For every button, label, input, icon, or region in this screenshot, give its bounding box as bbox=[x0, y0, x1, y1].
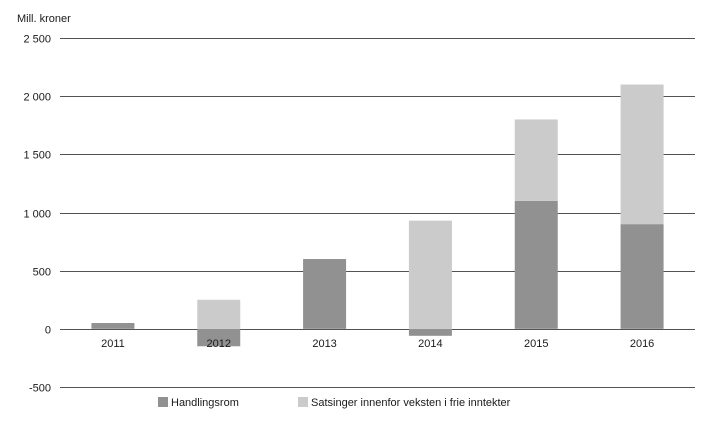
legend-label-handlingsrom: Handlingsrom bbox=[171, 397, 239, 409]
legend-label-satsinger: Satsinger innenfor veksten i frie inntek… bbox=[311, 397, 511, 409]
y-tick-label: -500 bbox=[29, 383, 51, 395]
y-tick-label: 0 bbox=[45, 325, 51, 337]
x-tick-label: 2013 bbox=[312, 338, 336, 350]
x-tick-label: 2012 bbox=[207, 338, 231, 350]
y-axis-label: Mill. kroner bbox=[17, 13, 71, 25]
gridlines bbox=[60, 38, 695, 388]
bar-satsinger-2012 bbox=[197, 299, 241, 329]
bar-handlingsrom-2014 bbox=[408, 328, 452, 336]
x-tick-label: 2016 bbox=[630, 338, 654, 350]
legend-swatch-satsinger bbox=[298, 397, 308, 407]
bar-handlingsrom-2013 bbox=[303, 259, 347, 329]
y-tick-label: 1 500 bbox=[23, 150, 51, 162]
y-tick-label: 2 000 bbox=[23, 92, 51, 104]
x-tick-labels: 2011 2012 2013 2014 2015 2016 bbox=[101, 338, 654, 350]
bar-handlingsrom-2012 bbox=[197, 328, 241, 347]
bar-satsinger-2016 bbox=[620, 84, 664, 225]
bars bbox=[91, 84, 664, 347]
y-tick-label: 500 bbox=[33, 267, 51, 279]
y-tick-label: 1 000 bbox=[23, 209, 51, 221]
x-tick-label: 2014 bbox=[418, 338, 442, 350]
legend: Handlingsrom Satsinger innenfor veksten … bbox=[158, 397, 511, 409]
x-tick-label: 2011 bbox=[101, 338, 125, 350]
bar-handlingsrom-2015 bbox=[514, 200, 558, 329]
bar-satsinger-2014 bbox=[408, 220, 452, 329]
bar-satsinger-2015 bbox=[514, 119, 558, 201]
x-tick-label: 2015 bbox=[524, 338, 548, 350]
y-tick-label: 2 500 bbox=[23, 34, 51, 46]
bar-handlingsrom-2016 bbox=[620, 224, 664, 329]
y-tick-labels: -500 0 500 1 000 1 500 2 000 2 500 bbox=[23, 34, 51, 395]
legend-swatch-handlingsrom bbox=[158, 397, 168, 407]
bar-handlingsrom-2011 bbox=[91, 323, 135, 329]
